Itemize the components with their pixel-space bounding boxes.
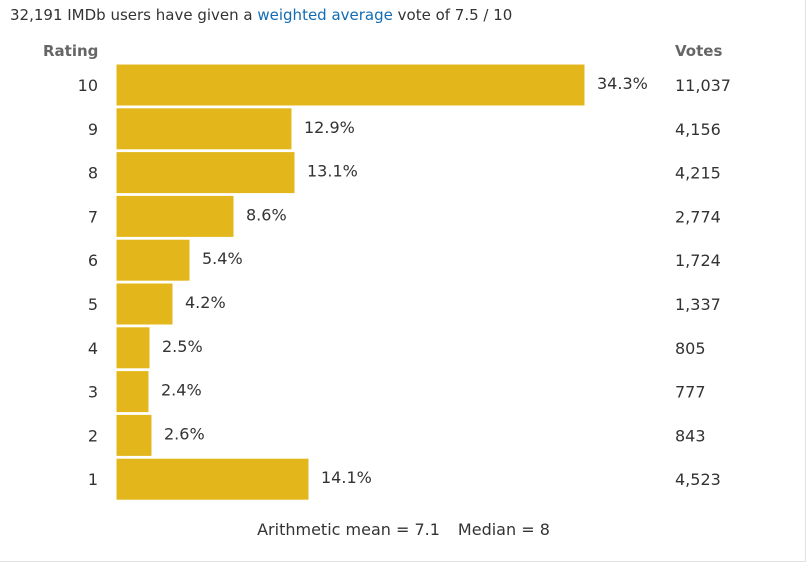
rating-label-8: 8 [88, 164, 98, 183]
rating-label-1: 1 [88, 470, 98, 489]
bar-rating-5 [115, 282, 174, 326]
rating-label-3: 3 [88, 383, 98, 402]
vote-count-3: 777 [675, 383, 706, 402]
bar-rating-4 [115, 326, 151, 370]
percent-label-1: 14.1% [321, 468, 372, 487]
vote-count-6: 1,724 [675, 251, 721, 270]
vote-count-2: 843 [675, 426, 706, 445]
vote-count-7: 2,774 [675, 207, 721, 226]
bar-rating-1 [115, 457, 310, 501]
percent-label-2: 2.6% [164, 424, 205, 443]
vote-count-10: 11,037 [675, 76, 731, 95]
summary-suffix: vote of 7.5 / 10 [392, 6, 513, 24]
rating-column-header: Rating [43, 42, 99, 60]
bar-rating-3 [115, 370, 150, 414]
percent-label-9: 12.9% [304, 118, 355, 137]
bar-rating-6 [115, 238, 191, 282]
ratings-summary: 32,191 IMDb users have given a weighted … [10, 5, 512, 25]
votes-column-header: Votes [675, 42, 723, 60]
bar-rating-9 [115, 107, 293, 151]
vote-count-1: 4,523 [675, 470, 721, 489]
vote-count-9: 4,156 [675, 120, 721, 139]
bar-rating-2 [115, 413, 153, 457]
rating-statistics: Arithmetic mean = 7.1 Median = 8 [0, 519, 807, 541]
percent-label-7: 8.6% [246, 205, 287, 224]
rating-label-6: 6 [88, 251, 98, 270]
weighted-average-link[interactable]: weighted average [257, 6, 393, 24]
rating-label-4: 4 [88, 339, 98, 358]
rating-label-9: 9 [88, 120, 98, 139]
vote-count-5: 1,337 [675, 295, 721, 314]
percent-label-5: 4.2% [185, 293, 226, 312]
rating-label-2: 2 [88, 426, 98, 445]
bar-rating-8 [115, 151, 296, 195]
percent-label-6: 5.4% [202, 249, 243, 268]
rating-label-5: 5 [88, 295, 98, 314]
percent-label-3: 2.4% [161, 381, 202, 400]
median: Median = 8 [457, 520, 550, 539]
arithmetic-mean: Arithmetic mean = 7.1 [257, 520, 440, 539]
rating-label-10: 10 [78, 76, 98, 95]
summary-prefix: 32,191 IMDb users have given a [10, 6, 258, 24]
percent-label-10: 34.3% [597, 74, 648, 93]
percent-label-4: 2.5% [162, 337, 203, 356]
vote-count-8: 4,215 [675, 164, 721, 183]
percent-label-8: 13.1% [307, 162, 358, 181]
rating-label-7: 7 [88, 207, 98, 226]
bar-rating-7 [115, 194, 235, 238]
bar-rating-10 [115, 63, 586, 107]
vote-count-4: 805 [675, 339, 706, 358]
